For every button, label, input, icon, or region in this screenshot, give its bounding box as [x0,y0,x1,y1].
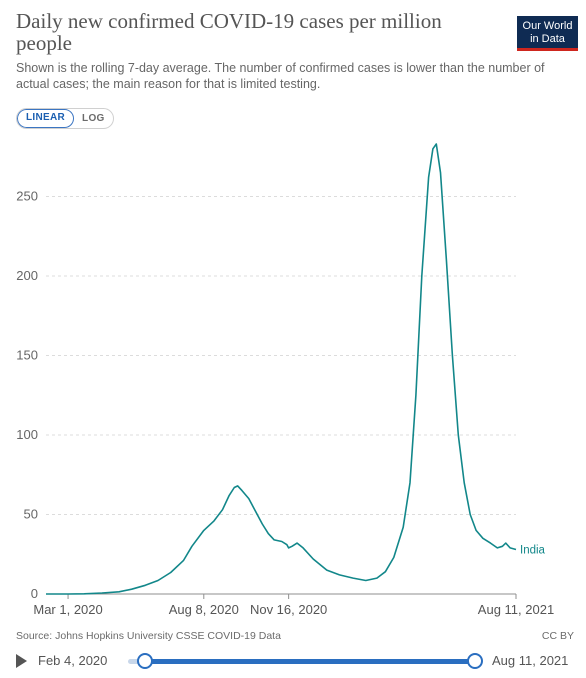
y-tick-label: 100 [16,427,38,442]
y-tick-label: 50 [24,506,38,521]
grid-layer [46,195,517,599]
timeline-start-handle[interactable] [137,653,153,669]
x-tick-label: Aug 11, 2021 [478,602,554,617]
linear-scale-button[interactable]: LINEAR [17,109,75,128]
logo-line-2: in Data [530,33,565,45]
timeline-end-handle[interactable] [467,653,483,669]
owid-logo[interactable]: Our World in Data [517,16,578,51]
y-tick-label: 200 [16,268,38,283]
log-scale-button[interactable]: LOG [82,113,105,124]
timeline-range [145,659,475,664]
x-tick-label: Mar 1, 2020 [33,602,102,617]
timeline-start-label: Feb 4, 2020 [38,653,108,668]
line-chart: 0 50 100 150 200 250 Mar 1, 2020 Aug 8, 2020 Nov… [16,143,554,617]
chart-title: Daily new confirmed COVID-19 cases per m… [16,9,442,55]
timeline-slider: Feb 4, 2020 Aug 11, 2021 [0,648,586,674]
chart-subtitle: Shown is the rolling 7-day average. The … [16,61,545,91]
logo-line-1: Our World [522,20,573,32]
license-link[interactable]: CC BY [541,630,574,642]
label-layer: 0 50 100 150 200 250 Mar 1, 2020 Aug 8, 2020 Nov… [16,188,554,617]
source-note: Source: Johns Hopkins University CSSE CO… [16,630,281,642]
x-tick-label: Nov 16, 2020 [250,602,327,617]
y-tick-label: 150 [16,347,38,362]
timeline-end-label: Aug 11, 2021 [492,653,569,668]
play-icon[interactable] [16,654,27,668]
series-layer [46,143,517,595]
series-line-india [46,143,517,595]
scale-toggle: LINEAR LOG [16,108,114,129]
y-tick-label: 0 [31,586,38,601]
x-tick-label: Aug 8, 2020 [169,602,239,617]
y-tick-label: 250 [16,188,38,203]
series-label-india: India [520,544,546,556]
